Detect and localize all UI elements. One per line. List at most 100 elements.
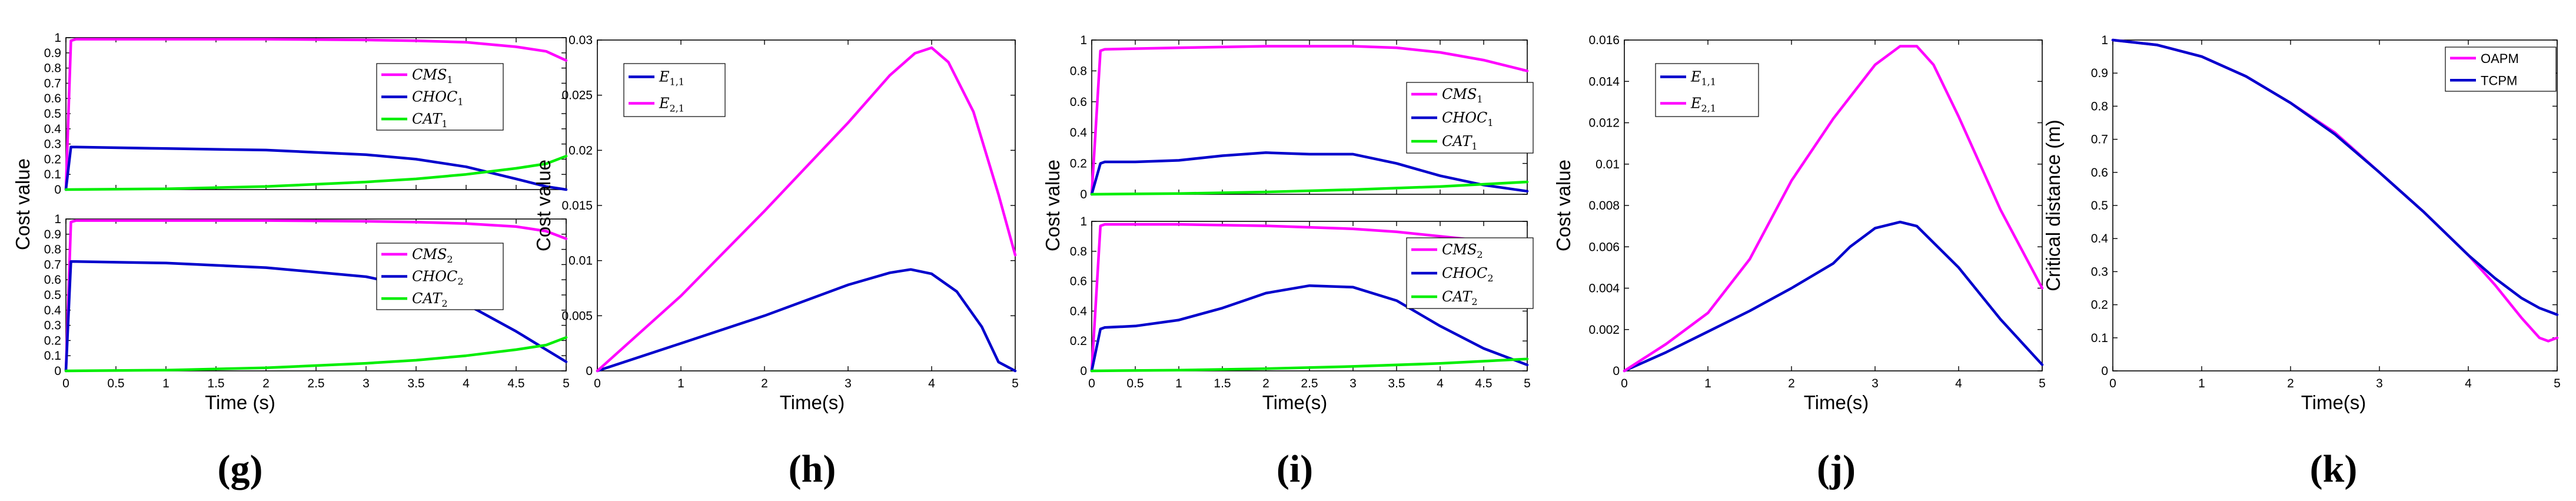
y-tick-label: 0.6 xyxy=(2091,166,2108,180)
y-tick-label: 0.6 xyxy=(1070,95,1087,109)
series-line-cat-2 xyxy=(1090,357,1529,373)
legend-entry-subscript: 1 xyxy=(447,74,453,85)
x-tick-label: 0 xyxy=(1088,377,1095,390)
legend-entry-name: CHOC xyxy=(1442,265,1487,281)
series-line-choc-1 xyxy=(1090,151,1529,196)
legend-entry-subscript: 1,1 xyxy=(1701,77,1716,88)
legend-entry: CAT1 xyxy=(1442,133,1478,152)
y-tick-label: 0.8 xyxy=(1070,245,1087,258)
y-tick-label: 0.3 xyxy=(44,319,61,333)
y-tick-label: 0.8 xyxy=(44,62,61,75)
legend-entry-name: CHOC xyxy=(412,268,457,285)
legend-entry-subscript: 2 xyxy=(447,254,453,265)
y-tick-label: 0.4 xyxy=(44,122,62,136)
y-tick-label: 0.016 xyxy=(1588,34,1620,47)
y-tick-label: 1 xyxy=(1080,215,1087,228)
y-tick-label: 0 xyxy=(1080,188,1087,201)
x-tick-label: 1 xyxy=(677,377,684,390)
y-tick-label: 0.5 xyxy=(2091,199,2108,213)
y-tick-label: 0.008 xyxy=(1588,199,1620,213)
legend-entry-name: CMS xyxy=(1442,241,1477,258)
y-tick-label: 0.7 xyxy=(2091,133,2108,147)
x-tick-label: 0.5 xyxy=(107,377,124,390)
y-tick-label: 0.02 xyxy=(569,144,593,157)
legend: OAPM TCPM xyxy=(2445,47,2557,92)
legend-entry: OAPM xyxy=(2481,51,2519,66)
legend-entry-subscript: 2,1 xyxy=(670,103,684,114)
y-tick-label: 1 xyxy=(2101,34,2108,47)
x-axis-label: Time(s) xyxy=(780,391,845,413)
x-tick-label: 5 xyxy=(1524,377,1531,390)
y-tick-label: 0.4 xyxy=(1070,126,1088,140)
y-tick-label: 0.6 xyxy=(44,92,61,105)
legend-entry: CAT1 xyxy=(412,111,448,130)
x-tick-label: 2 xyxy=(761,377,768,390)
chart-panel-k: 0 0.1 0.2 0.3 0.4 0.5 0.6 0.7 0.8 0.9 1 0 1 2 3 4 5 OAPM T… xyxy=(2042,34,2561,490)
x-tick-label: 0 xyxy=(2109,377,2116,390)
x-tick-label: 4 xyxy=(1955,377,1962,390)
x-tick-label: 2 xyxy=(2287,377,2294,390)
y-tick-label: 0.004 xyxy=(1588,282,1620,296)
series-line-cat-1 xyxy=(64,154,568,191)
y-tick-label: 0.005 xyxy=(561,309,593,323)
axes-j-0: 0 0.002 0.004 0.006 0.008 0.01 0.012 0.014 0.016… xyxy=(1588,34,2045,390)
y-tick-label: 0.2 xyxy=(1070,334,1087,348)
x-axis-label: Time(s) xyxy=(2301,391,2366,413)
legend-entry: CMS1 xyxy=(1442,86,1483,105)
legend-entry-subscript: 2 xyxy=(457,276,463,287)
x-tick-label: 0 xyxy=(62,377,69,390)
y-tick-label: 0.8 xyxy=(44,243,61,257)
y-axis-label: Cost value xyxy=(12,158,34,250)
y-tick-label: 0.006 xyxy=(1588,240,1620,254)
chart-panel-g: 00.10.20.30.40.50.60.70.80.91CMS1CHOC1CA… xyxy=(12,31,570,490)
y-tick-label: 1 xyxy=(54,213,61,226)
legend-entry: CMS1 xyxy=(412,67,453,85)
y-tick-label: 0.5 xyxy=(44,288,61,302)
axes-i-1: 00.20.40.60.810 0.5 1 1.5 2 2.5 3 3.5 4 4.5 5CMS2C… xyxy=(1070,215,1534,390)
series-line-cms-1 xyxy=(64,38,568,191)
y-tick-label: 0.1 xyxy=(2091,331,2108,345)
legend-entry-name: CAT xyxy=(412,290,443,307)
legend-entry-name: TCPM xyxy=(2481,73,2517,88)
x-axis-label: Time(s) xyxy=(1262,391,1328,413)
x-tick-label: 0.5 xyxy=(1126,377,1144,390)
y-tick-label: 1 xyxy=(1080,34,1087,47)
x-tick-label: 3 xyxy=(845,377,852,390)
y-tick-label: 0.2 xyxy=(2091,298,2108,312)
series-line-choc-2 xyxy=(1090,284,1529,373)
legend-entry: E2,1 xyxy=(659,95,684,114)
y-tick-label: 0.4 xyxy=(2091,232,2109,245)
x-tick-label: 4.5 xyxy=(507,377,524,390)
legend-entry: CHOC2 xyxy=(412,268,464,287)
x-tick-label: 1 xyxy=(1175,377,1182,390)
legend-entry-subscript: 2 xyxy=(441,298,447,309)
x-tick-label: 0 xyxy=(1621,377,1628,390)
legend-entry: CAT2 xyxy=(412,290,448,309)
legend: E1,1E2,1 xyxy=(1655,63,1759,117)
y-tick-label: 0.002 xyxy=(1588,323,1620,337)
y-tick-label: 0.025 xyxy=(561,89,593,102)
x-tick-label: 0 xyxy=(594,377,601,390)
series-line-e-2-1 xyxy=(1623,45,2044,373)
x-tick-label: 2 xyxy=(1788,377,1795,390)
legend-entry-subscript: 1 xyxy=(457,97,463,108)
legend-entry-subscript: 1 xyxy=(1477,94,1483,105)
legend-entry-name: CAT xyxy=(1442,288,1473,305)
series-line-e-1-1 xyxy=(596,268,1017,373)
y-tick-label: 0.7 xyxy=(44,258,61,271)
y-tick-label: 0.01 xyxy=(1596,158,1620,171)
axes-k-0: 0 0.1 0.2 0.3 0.4 0.5 0.6 0.7 0.8 0.9 1 0 1 2 3 4 5 OAPM T… xyxy=(2091,34,2561,390)
x-tick-label: 3 xyxy=(363,377,370,390)
x-tick-label: 5 xyxy=(2039,377,2046,390)
y-tick-label: 0.4 xyxy=(1070,304,1088,318)
x-tick-label: 3 xyxy=(1350,377,1357,390)
y-tick-label: 0 xyxy=(586,364,593,378)
x-tick-label: 3.5 xyxy=(1388,377,1405,390)
y-tick-label: 0.1 xyxy=(44,349,61,363)
y-tick-label: 0.6 xyxy=(44,273,61,287)
x-tick-label: 2 xyxy=(1262,377,1269,390)
